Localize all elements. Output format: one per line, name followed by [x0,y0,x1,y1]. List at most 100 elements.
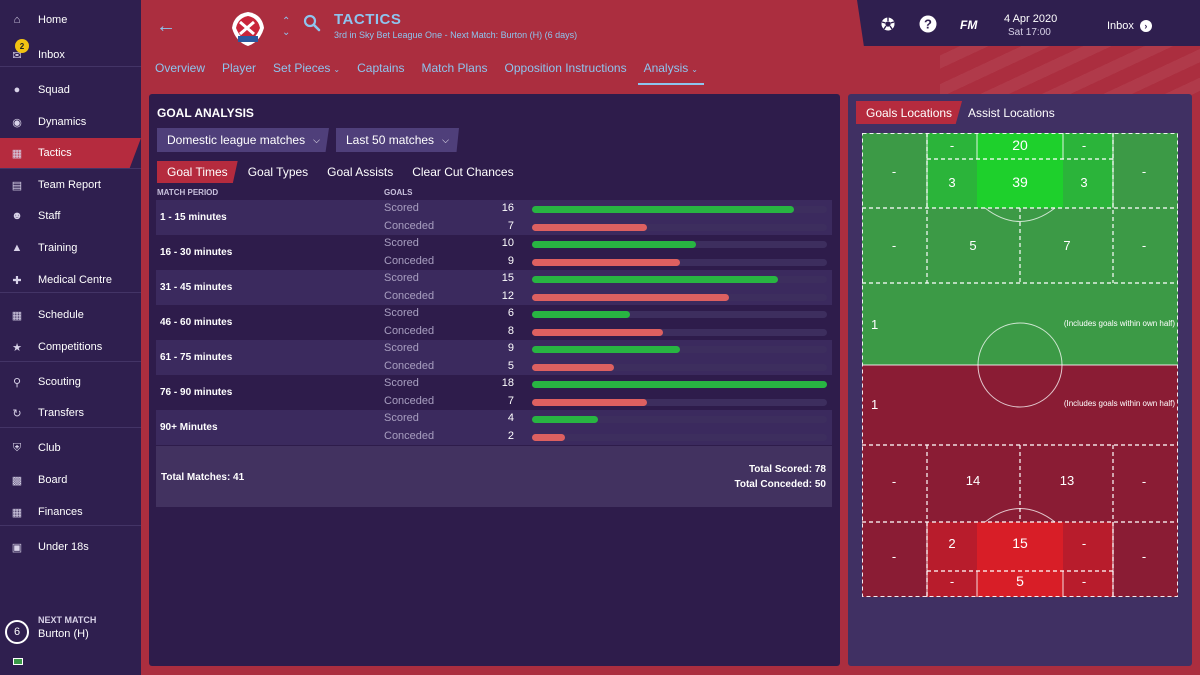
sidebar-item-competitions[interactable]: ★ Competitions [0,332,141,362]
scored-track [532,311,827,318]
sidebar-item-medical-centre[interactable]: ✚ Medical Centre [0,265,141,295]
total-conceded: Total Conceded: 50 [734,479,827,490]
sidebar-item-label: Club [38,442,61,454]
sidebar-item-inbox[interactable]: ✉ 2 Inbox [0,39,141,70]
tab-analysis[interactable]: Analysis ⌄ [637,61,704,85]
competition-filter-dropdown[interactable]: Domestic league matches ⌵ [157,128,329,152]
back-arrow-icon[interactable]: ← [156,15,176,37]
tab-label: Player [222,61,257,75]
col-header-period: MATCH PERIOD [157,188,219,197]
subtab-clear-cut-chances[interactable]: Clear Cut Chances [412,165,514,179]
sidebar-item-schedule[interactable]: ▦ Schedule [0,300,141,330]
panel-title: GOAL ANALYSIS [157,106,254,120]
subtab-goal-types[interactable]: Goal Types [247,165,309,179]
sidebar-item-label: Board [38,474,68,486]
subtab-goal-times[interactable]: Goal Times [157,161,238,183]
zone-value: 14 [966,473,980,488]
goal-analysis-panel: GOAL ANALYSIS Domestic league matches ⌵ … [149,94,840,666]
sidebar-item-under-18s[interactable]: ▣ Under 18s [0,532,141,562]
scored-value: 16 [501,202,514,214]
conceded-bar [532,364,614,371]
scored-label: Scored [384,237,419,249]
top-bar: ? FM 4 Apr 2020 Sat 17:00 Inbox › [857,0,1200,46]
conceded-bar [532,259,680,266]
period-name: 46 - 60 minutes [160,317,233,328]
sidebar-item-club[interactable]: ⛨ Club [0,433,141,463]
fm-logo[interactable]: FM [960,18,978,32]
locations-panel: Goals Locations Assist Locations - 20 - - 3 3… [848,94,1192,666]
tab-captains[interactable]: Captains [357,61,404,85]
conceded-centre-zone [977,522,1063,597]
search-icon[interactable] [303,14,321,32]
page-title: TACTICS [334,11,402,28]
sidebar-item-staff[interactable]: ☻ Staff [0,201,141,231]
sidebar-divider [0,168,141,169]
sidebar-divider [0,525,141,526]
zone-value: 3 [1080,175,1087,190]
zone-value: 20 [1012,137,1028,153]
home-icon: ⌂ [13,14,21,26]
tab-goals-locations[interactable]: Goals Locations [856,101,963,124]
next-match-opponent: Burton (H) [38,628,89,640]
sidebar-item-label: Medical Centre [38,274,112,286]
sidebar-item-dynamics[interactable]: ◉ Dynamics [0,107,141,137]
conceded-value: 8 [507,325,514,337]
conceded-track [532,399,827,406]
svg-text:?: ? [924,17,932,32]
zone-value: - [1082,138,1086,153]
scored-bar [532,276,778,283]
chevron-down-icon: ⌄ [333,65,341,74]
conceded-bar [532,294,729,301]
tab-label: Analysis [643,61,689,75]
tab-overview[interactable]: Overview [155,61,205,85]
header-decoration [940,40,1200,100]
tab-assist-locations[interactable]: Assist Locations [968,105,1055,120]
scored-centre-zone [977,133,1063,208]
sidebar-item-transfers[interactable]: ↻ Transfers [0,398,141,428]
sidebar-item-scouting[interactable]: ⚲ Scouting [0,367,141,397]
chevron-down-icon: ⌄ [691,65,698,74]
chevron-down-icon: ⌵ [313,134,320,145]
ball-icon[interactable] [879,15,897,33]
continue-inbox-button[interactable]: Inbox › [1107,20,1152,32]
inbox-badge: 2 [15,39,29,53]
total-scored: Total Scored: 78 [748,464,826,475]
club-icon: ⛨ [12,441,22,454]
staff-icon: ☻ [11,210,23,222]
tab-match-plans[interactable]: Match Plans [421,61,487,85]
navigate-updown-icon[interactable]: ⌃ ⌄ [282,16,291,38]
conceded-label: Conceded [384,290,435,302]
sidebar-item-training[interactable]: ▲ Training [0,233,141,263]
own-half-note: (Includes goals within own half) [1064,319,1176,328]
conceded-value: 7 [507,220,514,232]
chevron-down-icon: ⌵ [442,134,449,145]
sidebar-item-tactics[interactable]: ▦ Tactics [0,138,141,168]
sidebar-item-home[interactable]: ⌂ Home [0,5,141,35]
tab-player[interactable]: Player [222,61,256,85]
next-match-widget[interactable]: 6 NEXT MATCH Burton (H) [0,608,141,675]
sidebar-item-squad[interactable]: ● Squad [0,75,141,105]
tab-bar: Overview Player Set Pieces ⌄ Captains Match P… [155,61,721,85]
tab-label: Set Pieces [273,61,331,75]
analysis-subtabs: Goal Times Goal Types Goal Assists Clear Cu… [157,161,533,183]
scored-value: 15 [501,272,514,284]
days-to-match: 6 [5,620,29,644]
scored-label: Scored [384,202,419,214]
sidebar-item-team-report[interactable]: ▤ Team Report [0,170,141,200]
help-icon[interactable]: ? [919,15,937,33]
conceded-label: Conceded [384,360,435,372]
sidebar-item-label: Inbox [38,49,65,61]
total-matches: Total Matches: 41 [161,472,245,483]
matches-filter-dropdown[interactable]: Last 50 matches ⌵ [336,128,459,152]
subtab-goal-assists[interactable]: Goal Assists [327,165,394,179]
conceded-label: Conceded [384,255,435,267]
board-icon: ▩ [11,474,23,487]
tab-opposition-instructions[interactable]: Opposition Instructions [505,61,627,85]
sidebar-item-board[interactable]: ▩ Board [0,465,141,495]
period-row: 46 - 60 minutes Scored Conceded 6 8 [156,305,832,340]
tab-set-pieces[interactable]: Set Pieces ⌄ [273,61,340,85]
conceded-track [532,224,827,231]
scored-bar [532,381,827,388]
period-name: 90+ Minutes [160,422,218,433]
sidebar-item-finances[interactable]: ▦ Finances [0,497,141,527]
